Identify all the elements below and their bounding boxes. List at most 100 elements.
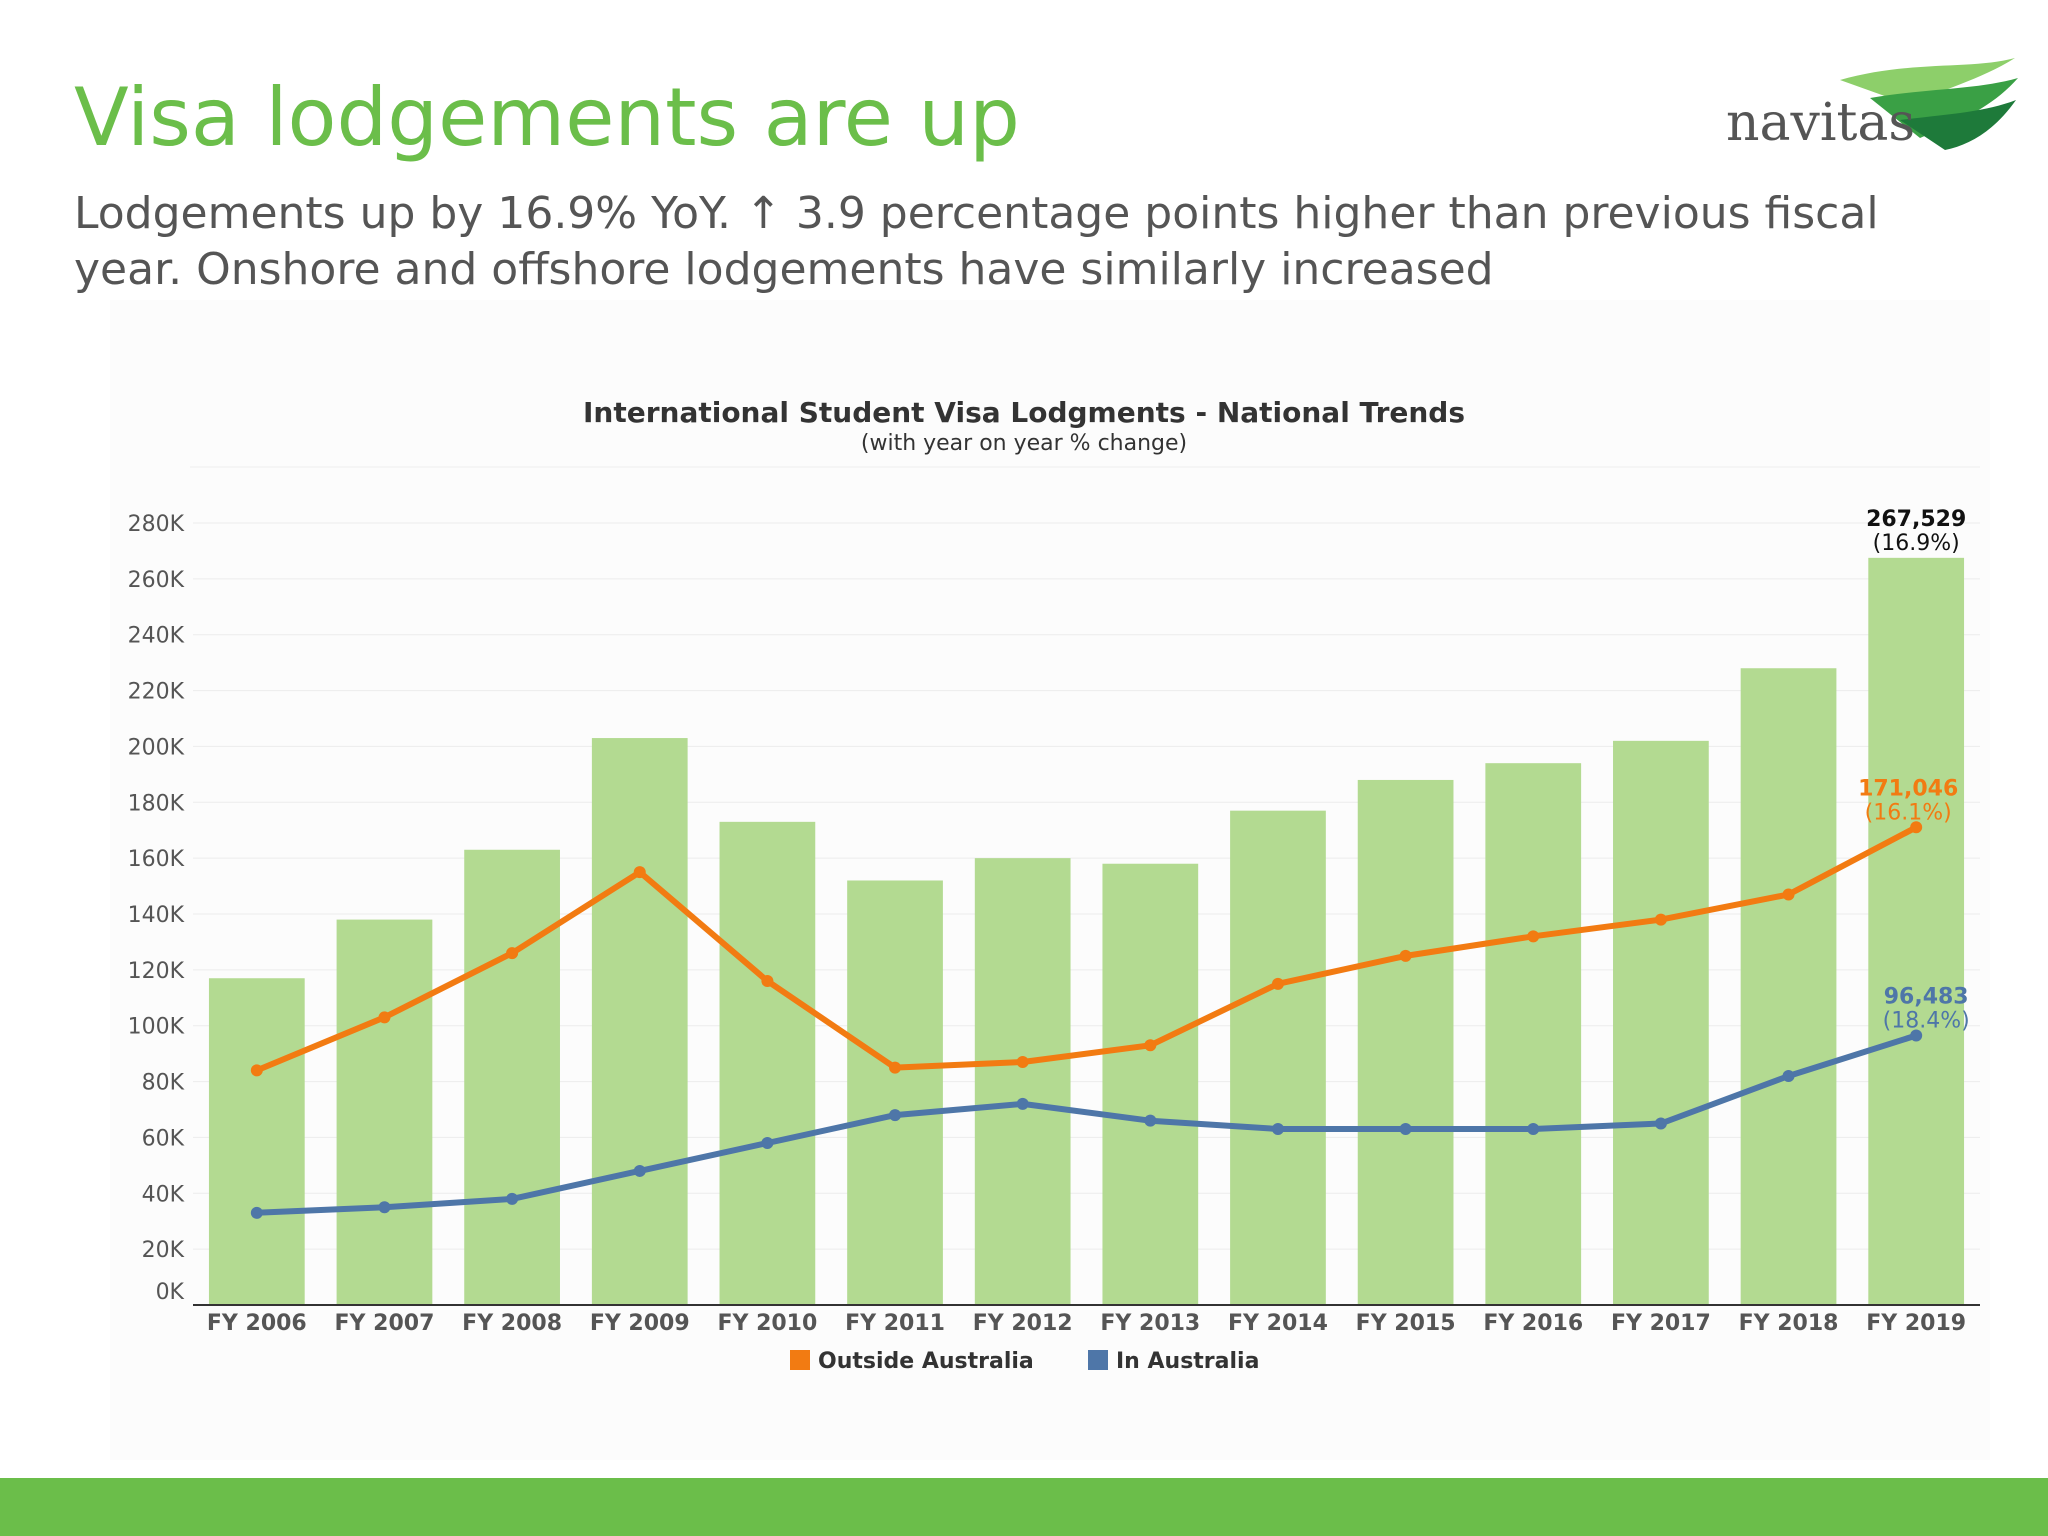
x-tick-label: FY 2012 bbox=[973, 1311, 1073, 1336]
bar-end-value-label: 267,529 bbox=[1866, 507, 1966, 532]
bar bbox=[719, 821, 816, 1305]
series-point bbox=[1527, 930, 1540, 943]
lodgements-chart: International Student Visa Lodgments - N… bbox=[128, 396, 1980, 1374]
series-point bbox=[1271, 1123, 1284, 1136]
series-end-value-label: 171,046 bbox=[1858, 776, 1958, 801]
series-point bbox=[1399, 949, 1412, 962]
series-line bbox=[253, 824, 1920, 1074]
y-tick-label: 180K bbox=[128, 791, 185, 816]
series-point bbox=[633, 866, 646, 879]
x-tick-label: FY 2008 bbox=[462, 1311, 562, 1336]
series-point bbox=[1016, 1097, 1029, 1110]
y-tick-label: 80K bbox=[142, 1071, 185, 1096]
line-series bbox=[250, 821, 1923, 1219]
legend-swatch-in bbox=[1088, 1350, 1108, 1370]
y-tick-label: 260K bbox=[128, 568, 185, 593]
data-labels: 267,529(16.9%) 171,046(16.1%) 96,483(18.4%… bbox=[1858, 507, 1970, 1034]
bar bbox=[1485, 763, 1582, 1305]
y-tick-label: 120K bbox=[128, 959, 185, 984]
series-point bbox=[761, 1137, 774, 1150]
series-point bbox=[1399, 1123, 1412, 1136]
series-point bbox=[1271, 977, 1284, 990]
bar bbox=[1740, 668, 1837, 1305]
series-point bbox=[633, 1164, 646, 1177]
y-tick-label: 280K bbox=[128, 512, 185, 537]
x-tick-label: FY 2017 bbox=[1611, 1311, 1711, 1336]
bar bbox=[208, 978, 305, 1305]
chart-title: International Student Visa Lodgments - N… bbox=[583, 396, 1465, 429]
bar bbox=[1868, 557, 1965, 1305]
bar bbox=[1102, 863, 1199, 1305]
bar bbox=[1613, 740, 1709, 1305]
y-tick-label: 140K bbox=[128, 903, 185, 928]
series-point bbox=[761, 975, 774, 988]
series-point bbox=[1910, 821, 1923, 834]
bar bbox=[1230, 810, 1326, 1305]
x-tick-label: FY 2015 bbox=[1356, 1311, 1456, 1336]
slide-title: Visa lodgements are up bbox=[74, 71, 1020, 164]
series-line bbox=[253, 1032, 1920, 1216]
series-point bbox=[1527, 1123, 1540, 1136]
x-tick-label: FY 2014 bbox=[1228, 1311, 1328, 1336]
x-axis-ticks: FY 2006 FY 2007 FY 2008 FY 2009 FY 2010 FY 20… bbox=[207, 1311, 1966, 1336]
logo-swoosh-3 bbox=[1900, 100, 2016, 150]
y-axis-ticks: 0K 20K 40K 60K 80K 100K 120K 140K 160K 180K 200K 22… bbox=[128, 512, 185, 1305]
y-tick-label: 40K bbox=[142, 1182, 185, 1207]
slide-subtitle: Lodgements up by 16.9% YoY. ↑ 3.9 percen… bbox=[74, 188, 1879, 295]
series-point bbox=[250, 1064, 263, 1077]
logo-swoosh-1 bbox=[1840, 58, 2015, 105]
x-tick-label: FY 2016 bbox=[1483, 1311, 1583, 1336]
chart-subtitle: (with year on year % change) bbox=[861, 431, 1187, 456]
series-end-change-label: (16.1%) bbox=[1865, 800, 1952, 825]
gridlines bbox=[193, 522, 1980, 1250]
legend-label-outside: Outside Australia bbox=[818, 1349, 1034, 1374]
series-end-change-label: (18.4%) bbox=[1883, 1009, 1970, 1034]
series-point bbox=[1910, 1029, 1923, 1042]
series-point bbox=[1654, 1117, 1667, 1130]
y-tick-label: 60K bbox=[142, 1126, 185, 1151]
navitas-logo: navitas bbox=[1726, 58, 2018, 153]
x-tick-label: FY 2013 bbox=[1100, 1311, 1200, 1336]
x-tick-label: FY 2010 bbox=[717, 1311, 817, 1336]
y-tick-label: 240K bbox=[128, 624, 185, 649]
x-tick-label: FY 2019 bbox=[1866, 1311, 1966, 1336]
bar bbox=[974, 858, 1071, 1305]
series-end-value-label: 96,483 bbox=[1884, 985, 1969, 1010]
x-tick-label: FY 2011 bbox=[845, 1311, 945, 1336]
bar bbox=[1357, 779, 1454, 1305]
series-point bbox=[378, 1011, 391, 1024]
series-point bbox=[1144, 1039, 1157, 1052]
series-point bbox=[506, 947, 519, 960]
bar bbox=[847, 880, 943, 1305]
footer-bar bbox=[0, 1478, 2048, 1536]
y-tick-label: 200K bbox=[128, 735, 185, 760]
bar-end-change-label: (16.9%) bbox=[1873, 531, 1960, 556]
x-tick-label: FY 2009 bbox=[590, 1311, 690, 1336]
series-point bbox=[1654, 913, 1667, 926]
series-point bbox=[889, 1109, 902, 1122]
y-tick-label: 0K bbox=[156, 1280, 185, 1305]
legend-label-in: In Australia bbox=[1116, 1349, 1259, 1374]
series-point bbox=[1782, 888, 1795, 901]
y-tick-label: 220K bbox=[128, 680, 185, 705]
y-tick-label: 20K bbox=[142, 1238, 185, 1263]
x-tick-label: FY 2006 bbox=[207, 1311, 307, 1336]
x-tick-label: FY 2018 bbox=[1739, 1311, 1839, 1336]
series-point bbox=[378, 1201, 391, 1214]
y-tick-label: 160K bbox=[128, 847, 185, 872]
series-point bbox=[1782, 1069, 1795, 1082]
bars bbox=[208, 557, 1965, 1305]
legend-swatch-outside bbox=[790, 1350, 810, 1370]
bar bbox=[591, 738, 688, 1305]
series-point bbox=[506, 1192, 519, 1205]
series-point bbox=[889, 1061, 902, 1074]
x-tick-label: FY 2007 bbox=[335, 1311, 435, 1336]
bar bbox=[464, 849, 560, 1305]
series-point bbox=[250, 1206, 263, 1219]
series-point bbox=[1016, 1056, 1029, 1069]
bar bbox=[336, 919, 433, 1305]
y-tick-label: 100K bbox=[128, 1015, 185, 1040]
series-point bbox=[1144, 1114, 1157, 1127]
logo-wordmark: navitas bbox=[1726, 93, 1915, 153]
legend: Outside Australia In Australia bbox=[790, 1349, 1259, 1374]
